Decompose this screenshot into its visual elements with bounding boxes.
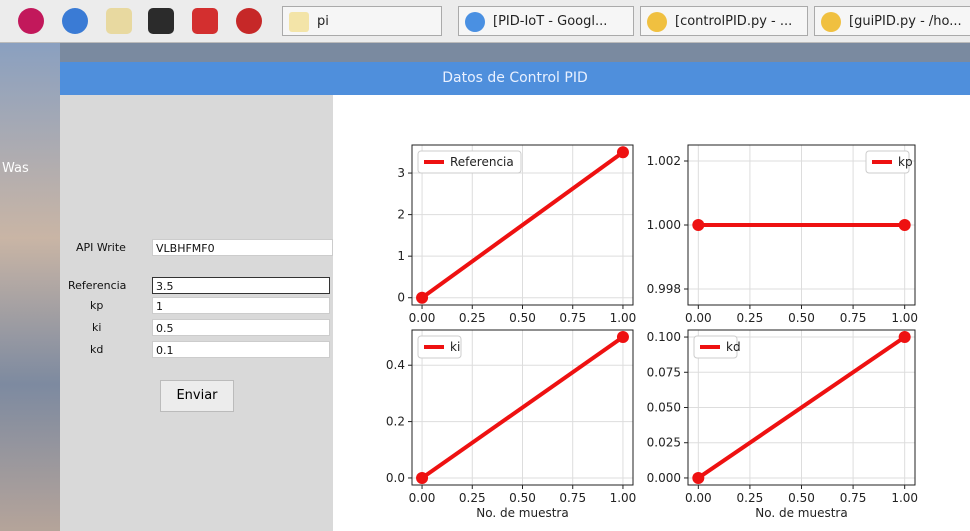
x-tick-label: 0.50 xyxy=(788,311,815,325)
field-label: kd xyxy=(90,343,103,356)
x-tick-label: 0.00 xyxy=(685,491,712,505)
data-point xyxy=(899,331,911,343)
field-label: API Write xyxy=(76,241,126,254)
window-title: Datos de Control PID xyxy=(442,70,588,86)
y-tick-label: 1 xyxy=(397,249,405,263)
y-tick-label: 0.025 xyxy=(647,436,681,450)
math-icon[interactable] xyxy=(192,8,218,34)
browser-icon[interactable] xyxy=(62,8,88,34)
data-point xyxy=(617,331,629,343)
title-bar: Datos de Control PID xyxy=(60,62,970,95)
y-tick-label: 0.000 xyxy=(647,471,681,485)
terminal-icon[interactable] xyxy=(148,8,174,34)
wolfram-icon[interactable] xyxy=(236,8,262,34)
x-tick-label: 0.75 xyxy=(559,311,586,325)
y-tick-label: 1.002 xyxy=(647,154,681,168)
y-tick-label: 0.0 xyxy=(386,471,405,485)
x-tick-label: 0.50 xyxy=(788,491,815,505)
data-point xyxy=(416,292,428,304)
data-point xyxy=(416,472,428,484)
task-label: [PID-IoT - Googl... xyxy=(493,14,607,29)
field-label: ki xyxy=(92,321,101,334)
x-tick-label: 0.25 xyxy=(459,491,486,505)
y-tick-label: 0.075 xyxy=(647,365,681,379)
folder-icon xyxy=(289,12,309,32)
x-tick-label: 0.25 xyxy=(737,491,764,505)
text-input[interactable]: VLBHFMF0 xyxy=(152,239,333,256)
task-folder[interactable]: pi xyxy=(282,6,442,36)
data-point xyxy=(692,472,704,484)
task-editor[interactable]: [controlPID.py - ... xyxy=(640,6,808,36)
task-label: [guiPID.py - /ho... xyxy=(849,14,962,29)
text-input[interactable]: 0.1 xyxy=(152,341,330,358)
data-point xyxy=(899,219,911,231)
y-tick-label: 1.000 xyxy=(647,218,681,232)
form-panel: API Write VLBHFMF0 Referencia 3.5 kp 1 k… xyxy=(60,95,333,531)
x-tick-label: 0.25 xyxy=(459,311,486,325)
browser-icon xyxy=(465,12,485,32)
x-tick-label: 0.25 xyxy=(737,311,764,325)
submit-button[interactable]: Enviar xyxy=(160,380,234,412)
x-tick-label: 1.00 xyxy=(610,311,637,325)
taskbar: pi [PID-IoT - Googl... [controlPID.py - … xyxy=(0,0,970,43)
legend-label: kp xyxy=(898,155,913,169)
y-tick-label: 0.100 xyxy=(647,330,681,344)
field-label: Referencia xyxy=(68,279,126,292)
field-label: kp xyxy=(90,299,103,312)
x-tick-label: 0.75 xyxy=(559,491,586,505)
x-tick-label: 0.00 xyxy=(685,311,712,325)
x-tick-label: 1.00 xyxy=(610,491,637,505)
files-icon[interactable] xyxy=(106,8,132,34)
text-input[interactable]: 1 xyxy=(152,297,330,314)
python-icon xyxy=(647,12,667,32)
data-point xyxy=(617,146,629,158)
x-tick-label: 0.00 xyxy=(409,491,436,505)
x-axis-label: No. de muestra xyxy=(755,506,847,520)
legend-label: kd xyxy=(726,340,741,354)
text-input[interactable]: 0.5 xyxy=(152,319,330,336)
screen: {"taskbar":{"folder":"pi","tasks":["[PID… xyxy=(0,0,970,531)
python-icon xyxy=(821,12,841,32)
desktop: Was xyxy=(0,43,60,531)
text-input[interactable]: 3.5 xyxy=(152,277,330,294)
data-point xyxy=(692,219,704,231)
task-label: [controlPID.py - ... xyxy=(675,14,792,29)
task-browser[interactable]: [PID-IoT - Googl... xyxy=(458,6,634,36)
task-label: pi xyxy=(317,14,329,29)
y-tick-label: 0.050 xyxy=(647,401,681,415)
y-tick-label: 3 xyxy=(397,166,405,180)
x-tick-label: 1.00 xyxy=(891,311,918,325)
y-tick-label: 0.998 xyxy=(647,282,681,296)
legend-label: Referencia xyxy=(450,155,514,169)
desktop-label: Was xyxy=(2,161,29,176)
x-tick-label: 0.75 xyxy=(840,311,867,325)
y-tick-label: 0.4 xyxy=(386,358,405,372)
y-tick-label: 0.2 xyxy=(386,415,405,429)
x-tick-label: 0.00 xyxy=(409,311,436,325)
x-tick-label: 0.50 xyxy=(509,311,536,325)
raspberry-icon[interactable] xyxy=(18,8,44,34)
task-editor[interactable]: [guiPID.py - /ho... xyxy=(814,6,970,36)
x-tick-label: 0.50 xyxy=(509,491,536,505)
y-tick-label: 0 xyxy=(397,291,405,305)
x-tick-label: 0.75 xyxy=(840,491,867,505)
legend-label: ki xyxy=(450,340,460,354)
x-tick-label: 1.00 xyxy=(891,491,918,505)
y-tick-label: 2 xyxy=(397,208,405,222)
x-axis-label: No. de muestra xyxy=(476,506,568,520)
